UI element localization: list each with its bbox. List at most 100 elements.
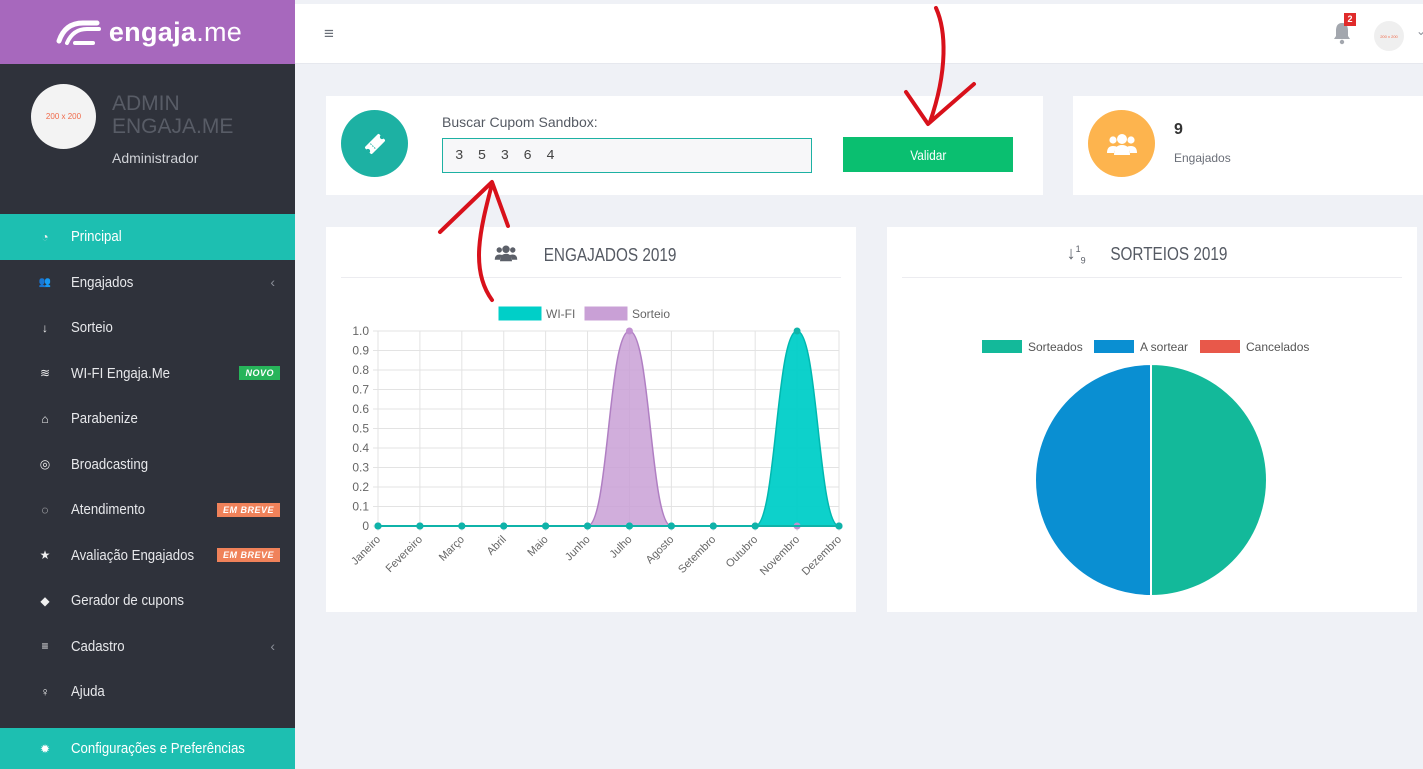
sort-numeric-icon: ↓19 xyxy=(1066,243,1086,266)
topbar: ≡ 2 200 x 200 ⌄ xyxy=(295,4,1423,64)
chat-icon: ◌ xyxy=(41,502,49,517)
gift-icon: ⌂ xyxy=(41,411,49,426)
sidebar-item-broadcasting[interactable]: ◎ Broadcasting xyxy=(39,455,149,473)
sidebar-menu: ◔ Principal 👥 Engajados ‹ ↓ Sorteio ≋ WI-FI Enga… xyxy=(0,214,295,715)
brand-logo[interactable]: engaja.me xyxy=(0,0,295,64)
broadcast-icon: ◎ xyxy=(39,457,51,472)
sliders-icon: ≡ xyxy=(41,639,49,654)
user-profile: 200 x 200 ADMIN ENGAJA.ME Administrador xyxy=(0,64,295,214)
wifi-icon: ≋ xyxy=(39,366,51,381)
data-point xyxy=(667,522,675,530)
y-tick-label: 0.7 xyxy=(352,383,369,397)
y-tick-label: 1.0 xyxy=(352,324,369,338)
profile-name: ADMIN ENGAJA.ME xyxy=(112,92,234,138)
coupon-search-input[interactable] xyxy=(442,138,812,173)
sidebar-item-avalia-o-engajados[interactable]: ★ Avaliação Engajados EM BREVE xyxy=(0,533,295,579)
chevron-down-icon[interactable]: ⌄ xyxy=(1416,24,1423,38)
profile-role: Administrador xyxy=(112,150,199,166)
data-point xyxy=(793,327,801,335)
gear-icon: ✹ xyxy=(39,741,51,756)
series-area-wifi xyxy=(378,331,839,526)
legend-swatch xyxy=(584,306,628,321)
sidebar-item-configuracoes[interactable]: ✹ Configurações e Preferências xyxy=(0,728,295,769)
brand-mark-icon xyxy=(56,20,101,45)
users-icon xyxy=(1088,110,1155,177)
avatar: 200 x 200 xyxy=(31,84,96,149)
y-tick-label: 0.4 xyxy=(352,441,369,455)
data-point xyxy=(835,522,843,530)
chevron-left-icon[interactable]: ‹ xyxy=(270,638,275,655)
chevron-left-icon[interactable]: ‹ xyxy=(270,274,275,291)
x-tick-label: Abril xyxy=(485,534,509,558)
x-tick-label: Dezembro xyxy=(800,534,844,578)
sidebar-item-parabenize[interactable]: ⌂ Parabenize xyxy=(0,396,295,442)
engajados-count: 9 xyxy=(1174,121,1183,138)
sorteios-pie-chart: Sorteados A sortear Cancelados xyxy=(982,340,1309,598)
x-tick-label: Novembro xyxy=(758,534,802,578)
star-icon: ★ xyxy=(39,548,51,563)
pie-slice-asortear xyxy=(1034,362,1152,598)
y-tick-label: 0.1 xyxy=(352,500,369,514)
sidebar-item-cadastro[interactable]: ≡ Cadastro ‹ xyxy=(0,624,295,670)
legend-swatch xyxy=(982,340,1022,353)
y-tick-label: 0.8 xyxy=(352,363,369,377)
sidebar-item-sorteio[interactable]: ↓ Sorteio xyxy=(0,305,295,351)
bell-icon[interactable] xyxy=(1332,21,1352,45)
data-point xyxy=(374,522,382,530)
data-point xyxy=(709,522,717,530)
divider xyxy=(341,277,841,278)
divider xyxy=(902,277,1402,278)
data-point xyxy=(458,522,466,530)
data-point xyxy=(625,327,633,335)
lightbulb-icon: ♀ xyxy=(40,684,50,699)
data-point xyxy=(751,522,759,530)
engajados-label: Engajados xyxy=(1174,151,1231,165)
engajados-stat-card: 9 Engajados xyxy=(1073,96,1423,195)
menu-badge: EM BREVE xyxy=(216,502,280,517)
y-tick-label: 0.6 xyxy=(352,402,369,416)
coupon-search-card: Buscar Cupom Sandbox: Validar xyxy=(326,96,1043,195)
coupon-search-label: Buscar Cupom Sandbox: xyxy=(442,114,598,130)
users-icon xyxy=(494,243,518,268)
user-avatar[interactable]: 200 x 200 xyxy=(1374,21,1404,51)
notification-badge: 2 xyxy=(1344,13,1356,26)
y-tick-label: 0.9 xyxy=(352,344,369,358)
sorteios-chart-card: ↓19 SORTEIOS 2019 Sorteados A sortear Canc… xyxy=(887,227,1417,612)
sidebar-item-gerador-de-cupons[interactable]: ◆ Gerador de cupons xyxy=(0,578,295,624)
legend-swatch xyxy=(498,306,542,321)
validar-button[interactable]: Validar xyxy=(843,137,1013,172)
sidebar: engaja.me 200 x 200 ADMIN ENGAJA.ME Admi… xyxy=(0,0,295,769)
legend-label: WI-FI xyxy=(546,307,575,321)
y-tick-label: 0.3 xyxy=(352,461,369,475)
legend-label: Sorteados xyxy=(1028,340,1083,354)
y-tick-label: 0.5 xyxy=(352,422,369,436)
data-point xyxy=(542,522,550,530)
data-point xyxy=(625,522,633,530)
chart-title: ↓19 SORTEIOS 2019 xyxy=(1066,243,1228,266)
data-point xyxy=(416,522,424,530)
legend-label: A sortear xyxy=(1140,340,1188,354)
ticket-icon xyxy=(341,110,408,177)
x-tick-label: Fevereiro xyxy=(384,534,425,575)
brand-name: engaja.me xyxy=(108,16,243,47)
x-tick-label: Agosto xyxy=(644,534,677,567)
engajados-area-chart: WI-FI Sorteio 1.0 0.9 0.8 0.7 0.6 0.5 0.4 0.3 0.2 0… xyxy=(349,306,844,578)
x-tick-label: Março xyxy=(437,534,467,564)
legend-swatch xyxy=(1200,340,1240,353)
sidebar-item-ajuda[interactable]: ♀ Ajuda xyxy=(0,669,295,715)
y-tick-label: 0.2 xyxy=(352,480,369,494)
sidebar-item-principal[interactable]: ◔ Principal xyxy=(0,214,295,260)
menu-badge: EM BREVE xyxy=(216,548,280,563)
sidebar-item-engajados[interactable]: 👥 Engajados ‹ xyxy=(38,273,275,291)
x-tick-label: Outubro xyxy=(724,534,761,571)
x-tick-label: Junho xyxy=(563,534,593,564)
data-point xyxy=(500,522,508,530)
data-point xyxy=(584,522,592,530)
sidebar-item-wi-fi-engaja-me[interactable]: ≋ WI-FI Engaja.Me NOVO xyxy=(0,351,295,397)
legend-swatch xyxy=(1094,340,1134,353)
x-tick-label: Setembro xyxy=(676,534,718,576)
users-icon: 👥 xyxy=(38,276,52,288)
x-tick-label: Janeiro xyxy=(349,534,383,568)
hamburger-menu-icon[interactable]: ≡ xyxy=(324,24,334,43)
sidebar-item-atendimento[interactable]: ◌ Atendimento EM BREVE xyxy=(0,487,295,533)
